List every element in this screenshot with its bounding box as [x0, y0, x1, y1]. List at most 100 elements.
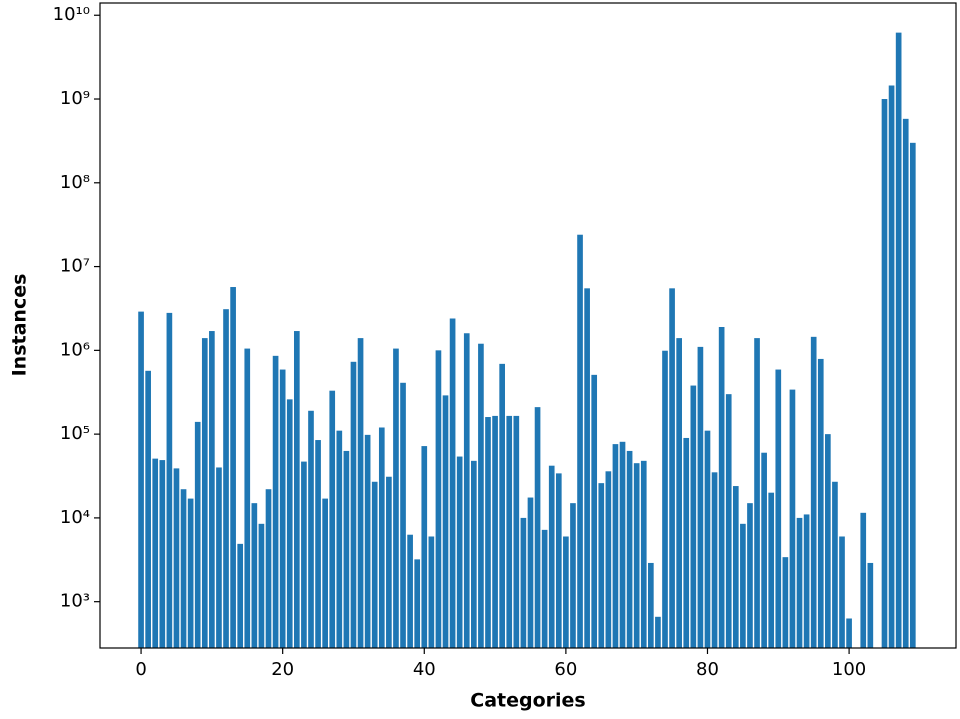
- bar: [782, 557, 789, 648]
- bar: [740, 523, 746, 648]
- bar: [414, 559, 421, 648]
- bar: [201, 338, 208, 648]
- bar: [180, 489, 187, 648]
- bar: [244, 348, 251, 648]
- bar: [577, 234, 583, 648]
- plot-frame: [99, 2, 957, 649]
- bar: [541, 529, 548, 648]
- bar: [655, 616, 661, 648]
- bar: [513, 415, 520, 648]
- bar: [754, 338, 760, 648]
- bar: [626, 450, 633, 648]
- bar: [456, 456, 463, 648]
- bar: [166, 312, 173, 648]
- bar: [832, 481, 838, 648]
- bar: [825, 434, 831, 648]
- bar: [718, 326, 725, 648]
- bar: [662, 350, 668, 648]
- bar: [471, 460, 477, 648]
- x-tick-label: 0: [135, 659, 146, 680]
- bar: [548, 465, 555, 648]
- bar: [187, 498, 194, 648]
- bar: [279, 369, 286, 648]
- bar: [520, 517, 527, 648]
- bar: [499, 363, 505, 648]
- bar: [775, 369, 782, 648]
- bar: [570, 503, 576, 648]
- y-axis-title: Instances: [9, 274, 31, 377]
- bar: [449, 318, 456, 648]
- bar: [761, 452, 767, 648]
- bar: [322, 498, 328, 648]
- bar: [725, 394, 732, 648]
- bar: [237, 543, 244, 648]
- x-axis-title: Categories: [470, 690, 585, 712]
- bar: [704, 430, 711, 648]
- bar: [386, 476, 392, 648]
- bar: [563, 536, 569, 648]
- bar: [209, 331, 215, 648]
- bar: [527, 497, 534, 648]
- bar: [265, 489, 272, 648]
- y-tick-label: 10⁵: [60, 423, 90, 444]
- bar: [421, 446, 428, 648]
- bar: [308, 410, 314, 648]
- bar: [251, 503, 258, 648]
- x-tick-label: 20: [271, 659, 294, 680]
- bar: [817, 358, 824, 648]
- bar: [747, 503, 753, 648]
- bar: [378, 427, 385, 648]
- bar: [909, 142, 916, 648]
- bar: [173, 468, 180, 648]
- bar: [435, 350, 442, 648]
- bar: [648, 562, 654, 648]
- bar: [223, 309, 229, 648]
- bar: [329, 390, 336, 648]
- bar: [591, 374, 598, 648]
- x-tick-label: 80: [696, 659, 719, 680]
- x-tick-label: 40: [413, 659, 436, 680]
- bar: [605, 471, 612, 648]
- bar: [286, 399, 293, 648]
- bar: [315, 440, 321, 648]
- bar: [534, 407, 541, 648]
- bar: [839, 536, 845, 648]
- bar: [230, 287, 236, 648]
- bar: [711, 472, 718, 648]
- bar: [810, 336, 817, 648]
- bar: [216, 467, 222, 648]
- bar: [301, 461, 307, 648]
- bar: [860, 512, 867, 648]
- bar: [194, 421, 201, 648]
- bar: [881, 99, 888, 649]
- bar: [350, 361, 357, 648]
- bar: [846, 618, 852, 648]
- x-tick-label: 100: [832, 659, 866, 680]
- bar: [676, 338, 682, 648]
- bar: [343, 450, 350, 648]
- bar: [888, 85, 895, 648]
- bar: [690, 385, 697, 648]
- bar: [138, 311, 144, 648]
- bar: [371, 481, 378, 648]
- bar: [272, 355, 279, 648]
- bar: [400, 382, 406, 648]
- bar: [789, 389, 796, 648]
- bar: [598, 483, 605, 648]
- bar: [159, 460, 166, 648]
- bar: [633, 463, 640, 648]
- bar: [768, 492, 775, 648]
- bar: [393, 348, 399, 648]
- bar: [612, 444, 619, 648]
- bar: [555, 473, 562, 648]
- x-tick-label: 60: [554, 659, 577, 680]
- bar: [336, 430, 343, 648]
- bar: [669, 288, 675, 648]
- bar: [640, 460, 647, 648]
- bar: [293, 331, 300, 648]
- bar: [407, 534, 413, 648]
- bar: [867, 562, 874, 648]
- bar: [796, 517, 803, 648]
- bar: [428, 536, 435, 648]
